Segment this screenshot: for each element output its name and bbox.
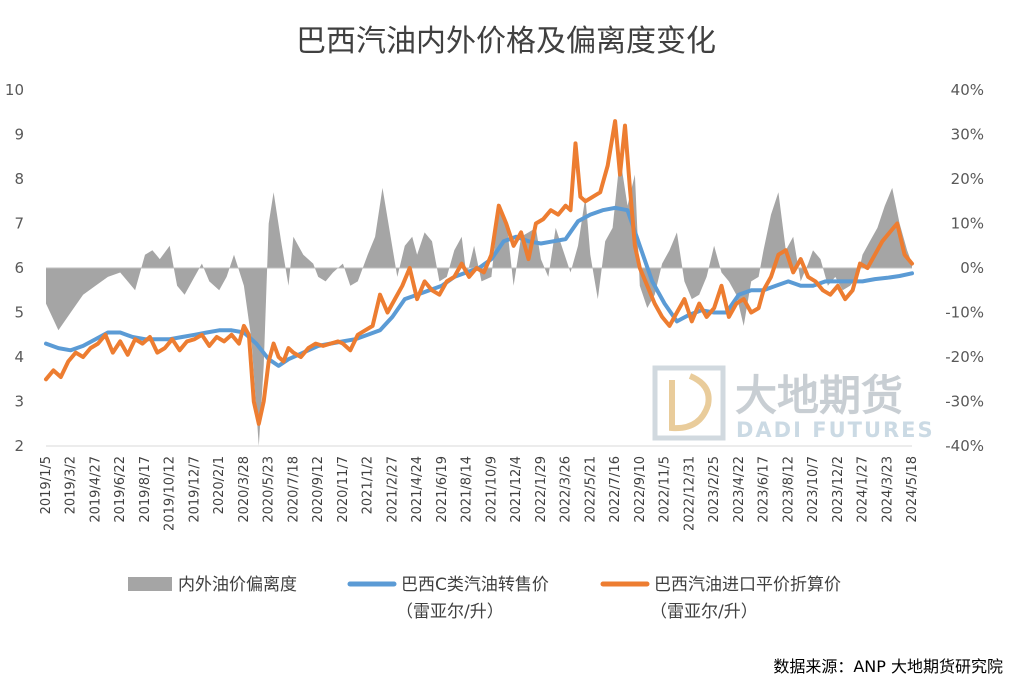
left-axis-tick: 10 <box>5 81 24 99</box>
legend-unit-import-parity: （雷亚尔/升） <box>650 602 758 622</box>
watermark-logo: 大地期货 DADI FUTURES <box>652 365 935 442</box>
x-axis-tick: 2024/1/27 <box>856 456 871 523</box>
legend-swatch-deviation <box>128 577 172 591</box>
left-axis-tick: 7 <box>14 215 24 233</box>
right-axis-tick: 20% <box>951 170 984 188</box>
x-axis-tick: 2023/12/2 <box>831 456 846 523</box>
right-axis-tick: -10% <box>945 304 984 322</box>
x-axis-tick: 2019/1/5 <box>39 456 54 514</box>
x-axis-tick: 2019/6/22 <box>113 456 128 523</box>
left-axis: 2 3 4 5 6 7 8 9 10 <box>5 81 24 455</box>
x-axis-tick: 2023/8/12 <box>781 456 796 523</box>
x-axis-tick: 2019/10/12 <box>163 456 178 531</box>
right-axis-tick: -40% <box>945 437 984 455</box>
x-axis-tick: 2022/7/16 <box>608 456 623 523</box>
right-axis-tick: 0% <box>960 259 984 277</box>
right-axis-tick: 10% <box>951 215 984 233</box>
left-axis-tick: 3 <box>14 393 24 411</box>
left-axis-tick: 2 <box>14 437 24 455</box>
price-lines-layer <box>44 119 914 426</box>
x-axis-tick: 2019/12/7 <box>187 456 202 523</box>
deviation-area-layer <box>46 156 912 447</box>
x-axis-tick: 2020/11/7 <box>336 456 351 523</box>
x-axis-tick: 2021/12/4 <box>509 456 524 523</box>
source-note: 数据来源：ANP 大地期货研究院 <box>773 657 1003 676</box>
series-import-parity-line <box>44 119 914 426</box>
x-axis-tick: 2022/5/21 <box>583 456 598 523</box>
x-axis-tick: 2023/4/22 <box>732 456 747 523</box>
x-axis-tick: 2020/5/23 <box>262 456 277 523</box>
right-axis: -40% -30% -20% -10% 0% 10% 20% 30% 40% <box>945 81 984 455</box>
right-axis-tick: -30% <box>945 393 984 411</box>
x-axis-tick: 2019/8/17 <box>138 456 153 523</box>
x-axis-tick: 2022/12/31 <box>682 456 697 531</box>
legend: 内外油价偏离度 巴西C类汽油转售价 （雷亚尔/升） 巴西汽油进口平价折算价 （雷… <box>128 575 841 622</box>
watermark-subtext: DADI FUTURES <box>736 418 935 442</box>
legend-unit-resale-price: （雷亚尔/升） <box>396 602 504 622</box>
left-axis-tick: 6 <box>14 259 24 277</box>
left-axis-tick: 4 <box>14 348 24 366</box>
x-axis-tick: 2019/4/27 <box>88 456 103 523</box>
series-deviation-area <box>46 156 912 447</box>
x-axis-tick: 2020/7/18 <box>286 456 301 523</box>
right-axis-tick: 40% <box>951 81 984 99</box>
right-axis-tick: 30% <box>951 126 984 144</box>
x-axis-tick: 2022/1/29 <box>534 456 549 523</box>
x-axis: 2019/1/5 2019/3/2 2019/4/27 2019/6/22 2019/8… <box>39 456 920 531</box>
x-axis-tick: 2022/9/10 <box>633 456 648 523</box>
x-axis-tick: 2020/3/28 <box>237 456 252 523</box>
left-axis-tick: 9 <box>14 126 24 144</box>
left-axis-tick: 5 <box>14 304 24 322</box>
x-axis-tick: 2019/3/2 <box>64 456 79 514</box>
legend-label-import-parity: 巴西汽油进口平价折算价 <box>654 575 841 595</box>
x-axis-tick: 2024/5/18 <box>905 456 920 523</box>
x-axis-tick: 2021/2/27 <box>385 456 400 523</box>
x-axis-tick: 2024/3/23 <box>880 456 895 523</box>
x-axis-tick: 2020/2/1 <box>212 456 227 514</box>
x-axis-tick: 2021/10/9 <box>484 456 499 523</box>
x-axis-tick: 2021/8/14 <box>460 456 475 523</box>
x-axis-tick: 2021/1/2 <box>361 456 376 514</box>
x-axis-tick: 2022/3/26 <box>559 456 574 523</box>
x-axis-tick: 2023/10/7 <box>806 456 821 523</box>
x-axis-tick: 2021/6/19 <box>435 456 450 523</box>
x-axis-tick: 2023/6/17 <box>757 456 772 523</box>
legend-label-resale-price: 巴西C类汽油转售价 <box>401 575 549 595</box>
x-axis-tick: 2023/2/25 <box>707 456 722 523</box>
x-axis-tick: 2021/4/24 <box>410 456 425 523</box>
watermark-text: 大地期货 <box>735 371 903 420</box>
chart-title: 巴西汽油内外价格及偏离度变化 <box>296 24 716 59</box>
x-axis-tick: 2020/9/12 <box>311 456 326 523</box>
x-axis-tick: 2022/11/5 <box>658 456 673 523</box>
right-axis-tick: -20% <box>945 348 984 366</box>
legend-label-deviation: 内外油价偏离度 <box>178 575 297 595</box>
left-axis-tick: 8 <box>14 170 24 188</box>
